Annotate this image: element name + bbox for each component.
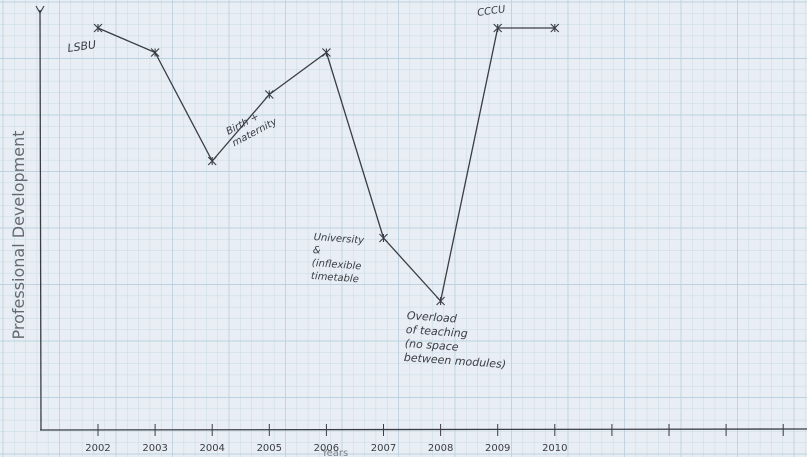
data-point <box>207 156 217 166</box>
data-point <box>264 90 274 99</box>
x-tick-label: 2006 <box>314 443 339 454</box>
x-tick-label: 2004 <box>199 443 224 454</box>
annotation: CCCU <box>477 4 507 19</box>
x-tick-label: 2010 <box>542 443 567 454</box>
annotation-text: LSBU <box>67 38 97 55</box>
y-axis-arrow <box>35 5 45 15</box>
annotation-text: of teaching <box>405 323 468 340</box>
data-point <box>150 48 160 57</box>
annotation-text: CCCU <box>477 4 507 19</box>
data-point <box>436 296 445 306</box>
annotation-text: (inflexible <box>311 258 361 272</box>
annotation-text: & <box>312 245 321 257</box>
x-tick-label: 2007 <box>371 443 396 454</box>
axes <box>35 5 807 431</box>
annotation-text: Overload <box>406 309 458 326</box>
x-axis-line <box>39 428 807 431</box>
annotation-text: (no space <box>404 337 459 354</box>
data-point <box>93 23 103 33</box>
x-tick-label: 2005 <box>257 443 282 454</box>
data-point <box>322 48 331 57</box>
x-tick-label: 2009 <box>485 443 510 454</box>
y-axis-label: Professional Development <box>9 131 28 340</box>
data-point <box>493 23 503 33</box>
series-layer <box>93 23 560 306</box>
x-ticks: 2002 2003 2004 2005 2006 2007 2008 2009 2010 <box>85 424 784 454</box>
x-tick-label: 2008 <box>428 443 453 454</box>
x-axis-label: Years <box>321 448 348 457</box>
annotation: LSBU <box>67 38 97 55</box>
x-tick-label: 2002 <box>85 443 110 454</box>
annotation-text: University <box>313 232 365 247</box>
data-point <box>379 233 388 243</box>
x-tick-label: 2003 <box>142 443 167 454</box>
y-axis-line <box>39 9 42 431</box>
annotation-text: timetable <box>311 271 360 285</box>
data-point <box>550 23 560 33</box>
